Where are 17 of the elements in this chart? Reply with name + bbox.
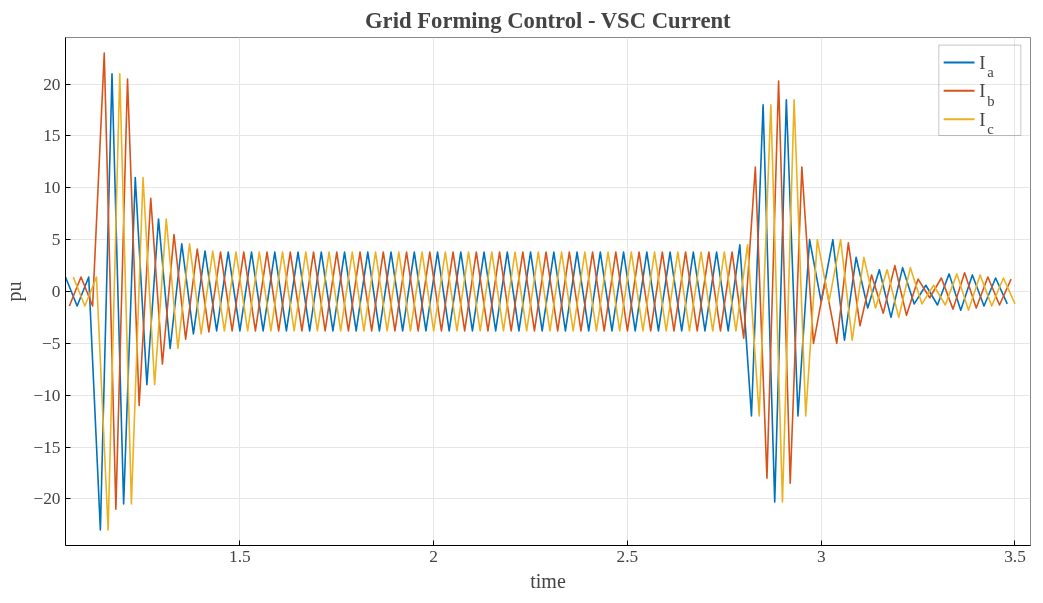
chart-title: Grid Forming Control - VSC Current: [364, 7, 732, 33]
y-tick-label: −10: [33, 385, 61, 405]
y-tick-label: 5: [51, 230, 61, 250]
x-axis-title: time: [530, 569, 566, 592]
x-tick-label: 1.5: [229, 546, 251, 566]
x-tick-label: 3.5: [1004, 546, 1026, 566]
x-tick-label: 3: [816, 546, 826, 566]
y-tick-label: 20: [43, 74, 61, 94]
y-tick-label: −20: [33, 489, 61, 509]
y-axis-title: pu: [3, 281, 27, 302]
y-tick-label: −15: [33, 437, 61, 457]
x-tick-label: 2: [429, 546, 439, 566]
y-tick-label: 0: [51, 282, 61, 301]
y-tick-label: 10: [43, 178, 61, 198]
y-tick-label: −5: [42, 333, 61, 353]
y-tick-label: 15: [43, 126, 61, 146]
x-tick-label: 2.5: [616, 546, 639, 566]
